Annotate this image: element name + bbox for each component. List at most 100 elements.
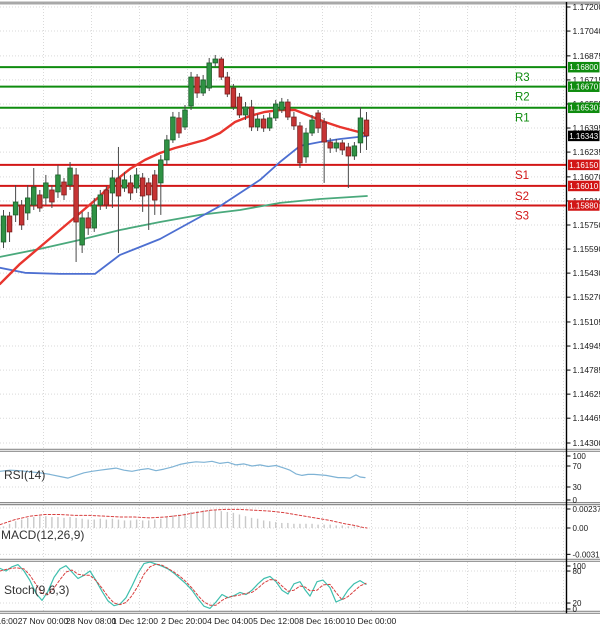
candle (194, 74, 200, 98)
candle-body (139, 177, 146, 197)
price-tick-label: 1.15270 (573, 292, 600, 302)
axis-badge-r1-text: 1.16530 (569, 104, 598, 113)
candle-body (297, 125, 303, 164)
candle (18, 200, 25, 230)
candle (61, 177, 67, 201)
candle-body (6, 215, 13, 233)
axis-badge-r2-text: 1.16670 (569, 83, 598, 92)
price-tick-label: 1.16235 (573, 147, 600, 157)
candle-body (327, 141, 333, 149)
candle (266, 112, 273, 132)
time-tick-label: 5 Dec 12:00 (253, 616, 299, 626)
stoch-tick-label: 20 (573, 599, 582, 608)
candle (67, 162, 73, 190)
level-caption-r3: R3 (515, 72, 530, 84)
candle (230, 83, 237, 110)
candle-body (200, 79, 206, 94)
candle-body (121, 179, 128, 189)
price-tick-label: 1.15590 (573, 244, 600, 254)
candle-body (176, 117, 182, 134)
candle (242, 102, 249, 121)
candle-body (37, 194, 43, 209)
candle-body (158, 159, 164, 184)
candle (236, 92, 243, 118)
candle-body (97, 194, 103, 206)
axis-badge-s2 (568, 180, 600, 192)
vertical-gridlines (43, 3, 564, 611)
candle (273, 99, 279, 121)
candle-body (0, 215, 7, 243)
time-tick-label: 8 Dec 16:00 (299, 616, 345, 626)
macd-tick-label: 0.002371 (573, 505, 600, 514)
candle (37, 189, 43, 212)
candle-body (55, 174, 61, 193)
candle-body (224, 76, 231, 95)
candle-body (303, 132, 309, 158)
candle (333, 139, 339, 152)
candle-body (254, 118, 261, 128)
candle-body (188, 76, 194, 107)
candle-body (18, 204, 25, 226)
rsi-tick-label: 30 (573, 483, 582, 492)
candle-body (91, 204, 97, 229)
panel-separators (0, 1, 600, 614)
candle-body (291, 116, 297, 127)
axis-badge-current-price (568, 130, 600, 142)
level-caption-s3: S3 (515, 210, 529, 222)
candle (200, 74, 206, 97)
candle (158, 154, 164, 215)
candle-body (85, 217, 91, 229)
candle (260, 114, 267, 132)
candle-body (242, 106, 249, 116)
stoch-tick-label: 80 (573, 567, 582, 576)
candle (285, 99, 291, 121)
candle-body (61, 181, 67, 196)
candle (164, 134, 170, 166)
time-tick-label: 28 Nov 08:00 (66, 616, 117, 626)
candle-body (321, 121, 327, 143)
candle (79, 211, 85, 253)
price-tick-label: 1.14465 (573, 413, 600, 423)
candle (127, 174, 134, 201)
candle (55, 165, 61, 198)
candle-body (133, 174, 140, 189)
price-tick-label: 1.16395 (573, 123, 600, 133)
ma-medium-green-line (0, 195, 368, 258)
level-caption-r1: R1 (515, 113, 530, 125)
level-badges: 1.16800 R3 1.16670 R2 1.16530 R1 1.16150 S1 1.16… (515, 61, 600, 222)
candle-body (339, 142, 345, 151)
candle (188, 71, 194, 110)
candle (121, 171, 128, 192)
candle (182, 105, 188, 130)
price-tick-label: 1.14300 (573, 438, 600, 448)
candle (279, 97, 285, 113)
candle-body (212, 58, 218, 64)
candle-body (49, 189, 55, 203)
candle-body (24, 197, 31, 214)
axis-badge-r2 (568, 81, 600, 92)
time-tick-label: 10 Dec 00:00 (346, 616, 397, 626)
candle (254, 114, 261, 132)
time-tick-label: 4 Dec 04:00 (207, 616, 253, 626)
candle (357, 106, 364, 153)
level-caption-s2: S2 (515, 191, 529, 203)
candle-body (182, 109, 188, 128)
candle-body (357, 117, 364, 144)
candle-body (43, 182, 49, 199)
candle (103, 185, 110, 209)
axis-badge-s1-text: 1.16150 (569, 161, 598, 170)
candle-body (12, 201, 19, 216)
candle-body (266, 117, 273, 129)
time-tick-label: 27 Nov 00:00 (18, 616, 69, 626)
macd-tick-label: -0.003124 (573, 550, 600, 559)
candle (309, 114, 315, 136)
candle (91, 197, 97, 232)
candle (0, 209, 7, 249)
candle-body (103, 189, 110, 206)
candle (363, 111, 370, 150)
rsi-tick-label: 100 (573, 452, 587, 461)
candle-body (351, 145, 358, 157)
stoch-d-line (0, 563, 367, 606)
candle-body (309, 119, 315, 134)
